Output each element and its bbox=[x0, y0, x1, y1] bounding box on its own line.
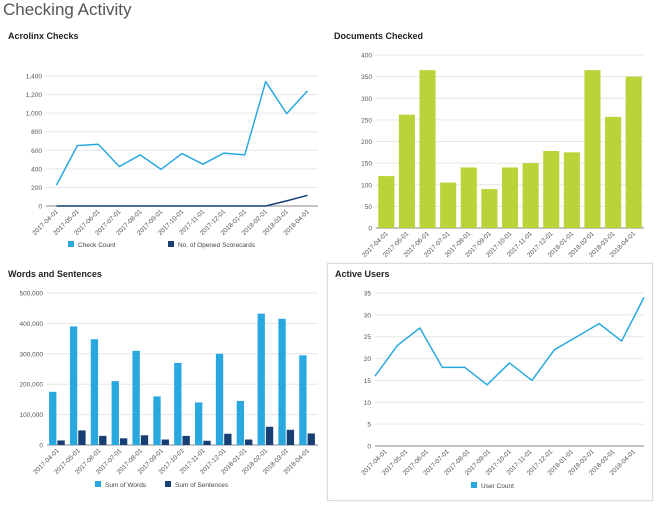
series-line-check-count bbox=[55, 80, 309, 186]
legend-label: User Count bbox=[481, 483, 514, 490]
series-line-user-count bbox=[374, 297, 645, 386]
bar-sum-of-sentences bbox=[203, 440, 211, 445]
bar-documents bbox=[501, 167, 519, 228]
bar-sum-of-words bbox=[195, 402, 203, 445]
bar-sum-of-words bbox=[49, 391, 57, 445]
bar-sum-of-sentences bbox=[140, 435, 149, 445]
y-tick-label: 100 bbox=[361, 182, 372, 189]
active-users-chart[interactable]: 051015202530352017-04-012017-05-012017-0… bbox=[328, 264, 652, 500]
y-tick-label: 20 bbox=[364, 356, 372, 363]
documents-checked-panel: Documents Checked 0 50 100 150 200 250 300 350 4… bbox=[326, 26, 656, 260]
bar-sum-of-words bbox=[153, 396, 161, 445]
bar-documents bbox=[605, 116, 622, 228]
legend-swatch bbox=[165, 481, 171, 487]
y-tick-label: 600 bbox=[31, 148, 42, 155]
bar-sum-of-words bbox=[90, 339, 99, 445]
y-tick-label: 1,200 bbox=[26, 92, 43, 99]
y-tick-label: 10 bbox=[364, 400, 372, 407]
chart-title: Acrolinx Checks bbox=[8, 31, 79, 41]
bar-sum-of-sentences bbox=[286, 429, 295, 445]
y-tick-label: 0 bbox=[367, 444, 371, 451]
active-users-panel[interactable]: Active Users 0 5 10 15 20 25 30 35 2017-04-01 201… bbox=[327, 263, 653, 501]
y-tick-label: 25 bbox=[364, 334, 372, 341]
y-tick-label: 1,000 bbox=[26, 111, 43, 118]
chart-title: Words and Sentences bbox=[8, 269, 102, 279]
y-tick-label: 1,400 bbox=[26, 74, 43, 81]
y-tick-label: 30 bbox=[364, 312, 372, 319]
y-tick-label: 0 bbox=[38, 204, 42, 211]
bar-sum-of-words bbox=[257, 313, 265, 445]
y-tick-label: 15 bbox=[364, 378, 372, 385]
bar-documents bbox=[625, 76, 642, 228]
legend-swatch bbox=[68, 241, 74, 247]
bar-documents bbox=[563, 152, 580, 228]
bar-sum-of-sentences bbox=[119, 438, 128, 445]
bar-documents bbox=[543, 151, 560, 228]
y-tick-label: 0 bbox=[368, 226, 372, 233]
y-tick-label: 35 bbox=[364, 291, 372, 298]
bar-sum-of-words bbox=[174, 362, 182, 445]
bar-documents bbox=[522, 163, 539, 228]
bar-sum-of-sentences bbox=[99, 435, 107, 445]
bar-sum-of-words bbox=[278, 318, 286, 445]
bar-sum-of-words bbox=[111, 381, 119, 445]
words-sentences-panel: Words and Sentences 0 100,000 200,000 300,0… bbox=[0, 264, 322, 506]
bar-documents bbox=[481, 189, 498, 228]
bar-documents bbox=[584, 70, 601, 228]
y-tick-label: 300 bbox=[361, 96, 372, 103]
y-tick-label: 0 bbox=[39, 443, 43, 450]
bar-sum-of-sentences bbox=[265, 426, 274, 445]
legend-label: Check Count bbox=[78, 242, 116, 249]
bar-sum-of-sentences bbox=[182, 435, 190, 445]
bar-sum-of-words bbox=[215, 353, 224, 445]
y-tick-label: 300,000 bbox=[20, 351, 44, 358]
y-tick-label: 100,000 bbox=[20, 412, 44, 419]
y-tick-label: 800 bbox=[31, 129, 42, 136]
y-tick-label: 50 bbox=[365, 204, 373, 211]
documents-checked-chart: 0501001502002503003504002017-04-012017-0… bbox=[361, 53, 644, 259]
y-tick-label: 350 bbox=[361, 74, 372, 81]
page-title: Checking Activity bbox=[3, 0, 132, 19]
legend-label: Sum of Sentences bbox=[175, 482, 229, 489]
legend-swatch bbox=[95, 481, 101, 487]
bar-documents bbox=[398, 114, 415, 228]
y-tick-label: 5 bbox=[367, 422, 371, 429]
bar-sum-of-sentences bbox=[224, 433, 232, 445]
y-tick-label: 400,000 bbox=[20, 321, 44, 328]
acrolinx-checks-panel: Acrolinx Checks 0 200 400 600 800 1,000 1,200 1… bbox=[0, 26, 322, 260]
y-tick-label: 500,000 bbox=[20, 291, 44, 298]
chart-title: Active Users bbox=[335, 269, 390, 279]
legend-label: No. of Opened Scorecards bbox=[178, 242, 256, 249]
bar-sum-of-sentences bbox=[78, 430, 86, 445]
bar-documents bbox=[419, 70, 436, 228]
bar-sum-of-words bbox=[69, 326, 78, 445]
bar-sum-of-sentences bbox=[57, 440, 65, 445]
y-tick-label: 400 bbox=[361, 53, 372, 60]
bar-sum-of-words bbox=[132, 350, 140, 445]
chart-title: Documents Checked bbox=[334, 31, 424, 41]
bar-documents bbox=[440, 182, 457, 228]
bar-sum-of-sentences bbox=[161, 439, 169, 445]
bar-sum-of-sentences bbox=[245, 439, 253, 445]
acrolinx-checks-chart: 02004006008001,0001,2001,4002017-04-0120… bbox=[26, 74, 318, 249]
bar-documents bbox=[378, 176, 395, 228]
y-tick-label: 250 bbox=[361, 117, 372, 124]
y-tick-label: 200 bbox=[31, 185, 42, 192]
bar-sum-of-words bbox=[299, 355, 307, 445]
bar-sum-of-words bbox=[236, 400, 245, 445]
legend-swatch bbox=[168, 241, 174, 247]
y-tick-label: 150 bbox=[361, 161, 372, 168]
bar-documents bbox=[460, 167, 477, 228]
words-sentences-chart: 0100,000200,000300,000400,000500,0002017… bbox=[20, 291, 318, 489]
y-tick-label: 200 bbox=[361, 139, 372, 146]
y-tick-label: 200,000 bbox=[20, 382, 44, 389]
legend-swatch bbox=[471, 482, 477, 488]
series-line-no-of-opened-scorecards bbox=[56, 194, 308, 207]
y-tick-label: 400 bbox=[31, 166, 42, 173]
bar-sum-of-sentences bbox=[307, 433, 315, 445]
legend-label: Sum of Words bbox=[105, 482, 147, 489]
